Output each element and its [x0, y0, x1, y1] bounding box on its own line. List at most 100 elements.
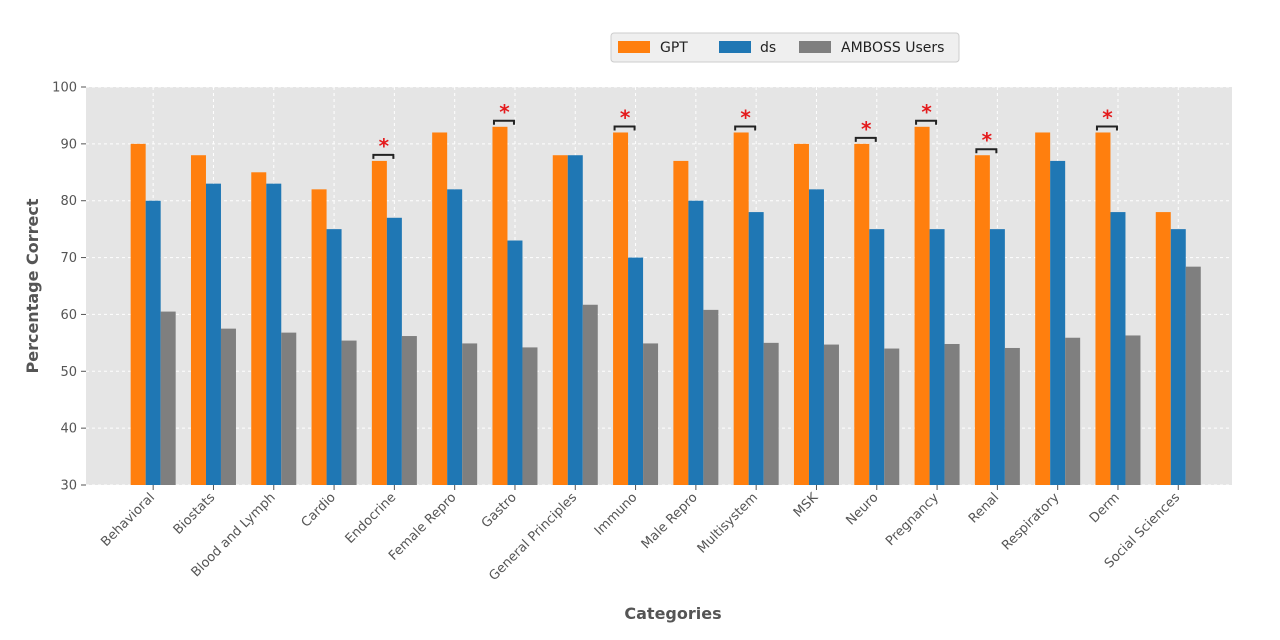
bar: [1004, 347, 1020, 485]
legend-swatch: [799, 41, 831, 53]
bar: [854, 143, 870, 485]
y-tick-label: 60: [60, 308, 77, 323]
y-axis-ticks: 30 40 50 60 70 80 90 100: [52, 81, 86, 494]
bar: [1155, 212, 1171, 486]
legend-box: [610, 32, 960, 63]
bar: [613, 132, 629, 485]
bar: [628, 257, 644, 485]
bar: [1065, 337, 1081, 485]
bar: [673, 160, 689, 485]
significance-bracket: [372, 153, 395, 159]
x-tick-label: Male Repro: [639, 490, 701, 552]
x-tick-label: Gastro: [479, 490, 520, 531]
bar: [552, 155, 568, 485]
bar: [733, 132, 749, 485]
bar: [447, 189, 463, 486]
bar: [220, 328, 236, 485]
bar: [522, 347, 538, 485]
significance-bracket: [915, 119, 938, 125]
bar: [748, 212, 764, 486]
bar: [281, 332, 297, 485]
x-tick-label: Respiratory: [999, 490, 1062, 553]
bar: [326, 229, 342, 485]
significance-markers: * * * * * * * *: [372, 100, 1118, 159]
significance-bracket: [975, 148, 998, 154]
bar: [974, 155, 990, 485]
bar: [1035, 132, 1051, 485]
x-tick-label: Endocrine: [343, 490, 400, 547]
bar: [582, 304, 598, 485]
y-tick-label: 100: [52, 81, 77, 96]
bars: [130, 126, 1201, 486]
bar: [914, 126, 930, 486]
x-tick-label: Neuro: [843, 490, 881, 528]
x-tick-label: Biostats: [171, 490, 219, 538]
bar: [989, 229, 1005, 485]
bar: [1170, 229, 1186, 485]
legend-label: AMBOSS Users: [841, 40, 944, 56]
legend: GPT ds AMBOSS Users: [610, 32, 960, 63]
bar: [793, 143, 809, 485]
bar: [808, 189, 824, 486]
bar: [763, 342, 779, 485]
legend-label: ds: [760, 40, 776, 56]
significance-star: *: [982, 128, 993, 152]
bar: [266, 183, 282, 485]
x-axis-title: Categories: [624, 604, 721, 623]
bar: [160, 311, 176, 485]
bar: [869, 229, 885, 485]
significance-bracket: [1095, 125, 1118, 131]
x-tick-label: Cardio: [299, 490, 339, 530]
significance-star: *: [740, 105, 751, 129]
x-tick-label: Behavioral: [98, 490, 158, 550]
bar: [462, 343, 478, 485]
significance-bracket: [854, 136, 877, 142]
bar: [190, 155, 206, 485]
bar: [567, 155, 583, 485]
significance-bracket: [613, 125, 636, 131]
bar: [507, 240, 523, 485]
y-tick-label: 30: [60, 479, 77, 494]
y-tick-label: 40: [60, 422, 77, 437]
significance-bracket: [734, 125, 757, 131]
y-axis-title: Percentage Correct: [23, 198, 42, 373]
significance-star: *: [861, 117, 872, 141]
bar: [688, 200, 704, 485]
x-tick-label: Derm: [1087, 490, 1123, 526]
bar: [130, 143, 146, 485]
significance-star: *: [379, 134, 390, 158]
bar: [401, 336, 417, 485]
bar: [1185, 266, 1201, 485]
significance-star: *: [499, 100, 510, 124]
bar: [251, 172, 267, 486]
bar: [311, 189, 327, 486]
x-tick-label: Renal: [966, 490, 1002, 526]
significance-star: *: [921, 100, 932, 124]
y-tick-label: 50: [60, 365, 77, 380]
bar: [1050, 160, 1066, 485]
significance-star: *: [620, 105, 631, 129]
bar: [492, 126, 508, 486]
x-tick-label: Immuno: [592, 490, 641, 539]
bar: [386, 217, 402, 485]
bar: [341, 340, 357, 485]
bar: [371, 160, 387, 485]
x-tick-label: MSK: [791, 490, 822, 521]
bar: [884, 348, 900, 485]
bar: [205, 183, 221, 485]
legend-swatch: [719, 41, 751, 53]
x-tick-label: Multisystem: [695, 490, 761, 556]
significance-bracket: [492, 119, 515, 125]
y-tick-label: 90: [60, 137, 77, 152]
y-tick-label: 80: [60, 194, 77, 209]
bar: [1110, 212, 1126, 486]
bar: [1095, 132, 1111, 485]
bar: [944, 343, 960, 485]
y-tick-label: 70: [60, 251, 77, 266]
bar: [703, 309, 719, 485]
bar: [929, 229, 945, 485]
significance-star: *: [1102, 105, 1113, 129]
bar: [432, 132, 448, 485]
